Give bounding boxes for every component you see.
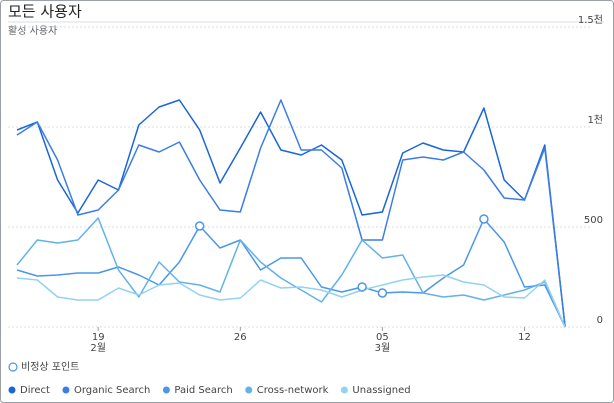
x-tick-label: 26: [234, 332, 247, 343]
x-tick-label: 12: [518, 332, 531, 343]
series-line: [16, 99, 566, 328]
x-month-label: 3월: [375, 342, 391, 354]
chart-title: 모든 사용자: [8, 3, 82, 21]
anomaly-point: [377, 288, 388, 298]
anomaly-point: [357, 282, 367, 292]
legend-swatch: [162, 386, 170, 394]
series-line: [16, 99, 566, 328]
legend-swatch: [245, 386, 253, 394]
series-line: [16, 218, 566, 328]
chart-subtitle: 활성 사용자: [8, 24, 57, 37]
legend-label: Organic Search: [74, 385, 150, 396]
anomaly-point: [479, 214, 489, 224]
y-tick-label: 0: [597, 315, 603, 326]
legend-label: Paid Search: [174, 385, 232, 396]
x-month-label: 2월: [90, 342, 106, 354]
y-tick-label: 1천: [587, 114, 603, 126]
y-tick-label: 500: [584, 215, 603, 226]
legend-label: Direct: [20, 385, 50, 396]
legend-swatch: [62, 386, 70, 394]
x-tick-label: 05: [376, 332, 389, 343]
series-line: [16, 274, 566, 328]
x-tick-label: 19: [92, 332, 105, 343]
anomaly-point: [194, 221, 205, 231]
y-tick-label: 1.5천: [578, 14, 603, 26]
series-line: [16, 217, 566, 328]
anomaly-legend-icon: [8, 362, 18, 372]
anomaly-legend-label: 비정상 포인트: [21, 361, 79, 373]
legend-swatch: [8, 386, 16, 394]
legend-label: Unassigned: [352, 385, 410, 396]
legend-swatch: [340, 386, 348, 394]
legend-label: Cross-network: [257, 385, 329, 396]
